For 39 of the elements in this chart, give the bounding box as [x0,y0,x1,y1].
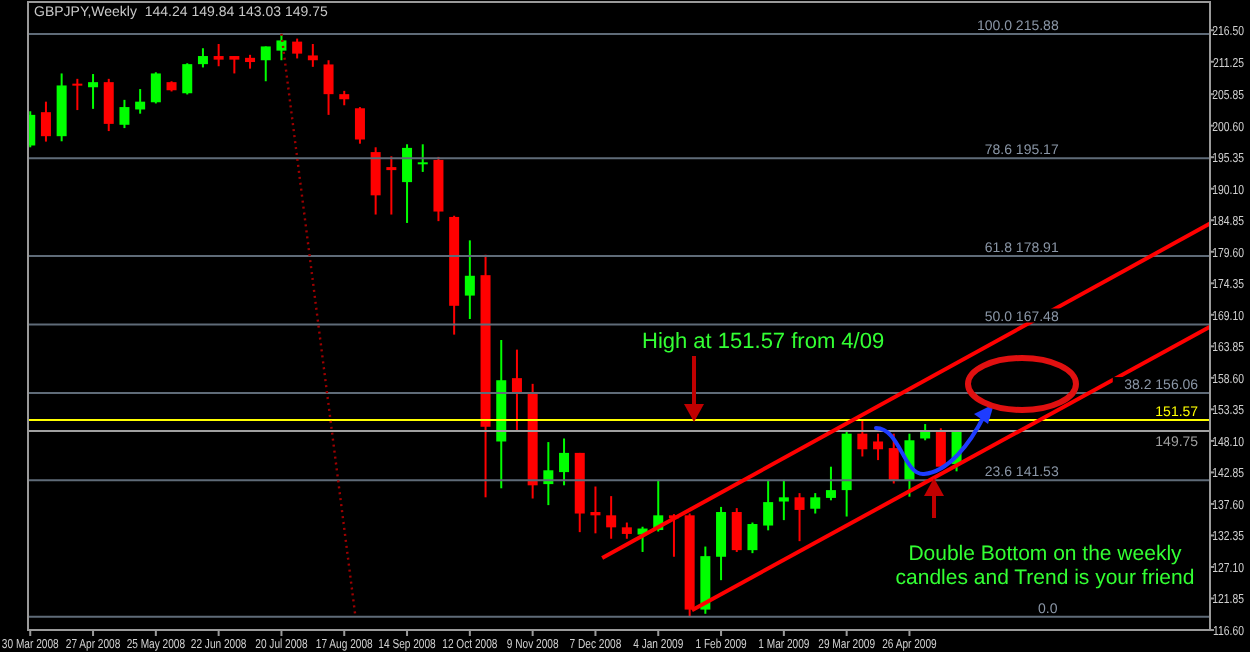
candlestick [197,47,208,69]
candlestick [276,32,287,62]
candlestick [40,100,51,143]
candlestick [763,478,774,532]
candlestick [559,437,570,487]
annotation: Double Bottom on the weekly candles and Trend is your friend [893,542,1197,590]
candlestick [716,505,727,582]
candlestick [119,98,130,130]
candlestick [354,106,365,145]
candlestick [386,155,397,216]
candlestick [825,465,836,502]
candlestick [888,432,899,485]
candlestick [778,478,789,522]
candlestick [402,143,413,224]
candlestick [935,427,946,470]
candlestick [260,45,271,83]
candlestick [72,77,83,112]
candlestick [182,62,193,96]
candlestick [150,71,161,105]
candlestick [464,239,475,320]
candlestick [794,492,805,543]
candlestick [606,495,617,540]
candlestick [731,507,742,553]
candlestick [292,37,303,60]
candlestick [511,348,522,432]
candlestick [810,492,821,515]
annotation: High at 151.57 from 4/09 [642,330,885,354]
candlestick [135,88,146,115]
candlestick [103,77,114,133]
candlestick [857,419,868,458]
candlestick [590,485,601,535]
candlestick [88,73,99,110]
candlestick [370,146,381,216]
candlestick [747,521,758,555]
candlestick [307,43,318,68]
candlestick [213,43,224,68]
candlestick [417,143,428,173]
candlestick [873,432,884,462]
candlestick [323,59,334,116]
